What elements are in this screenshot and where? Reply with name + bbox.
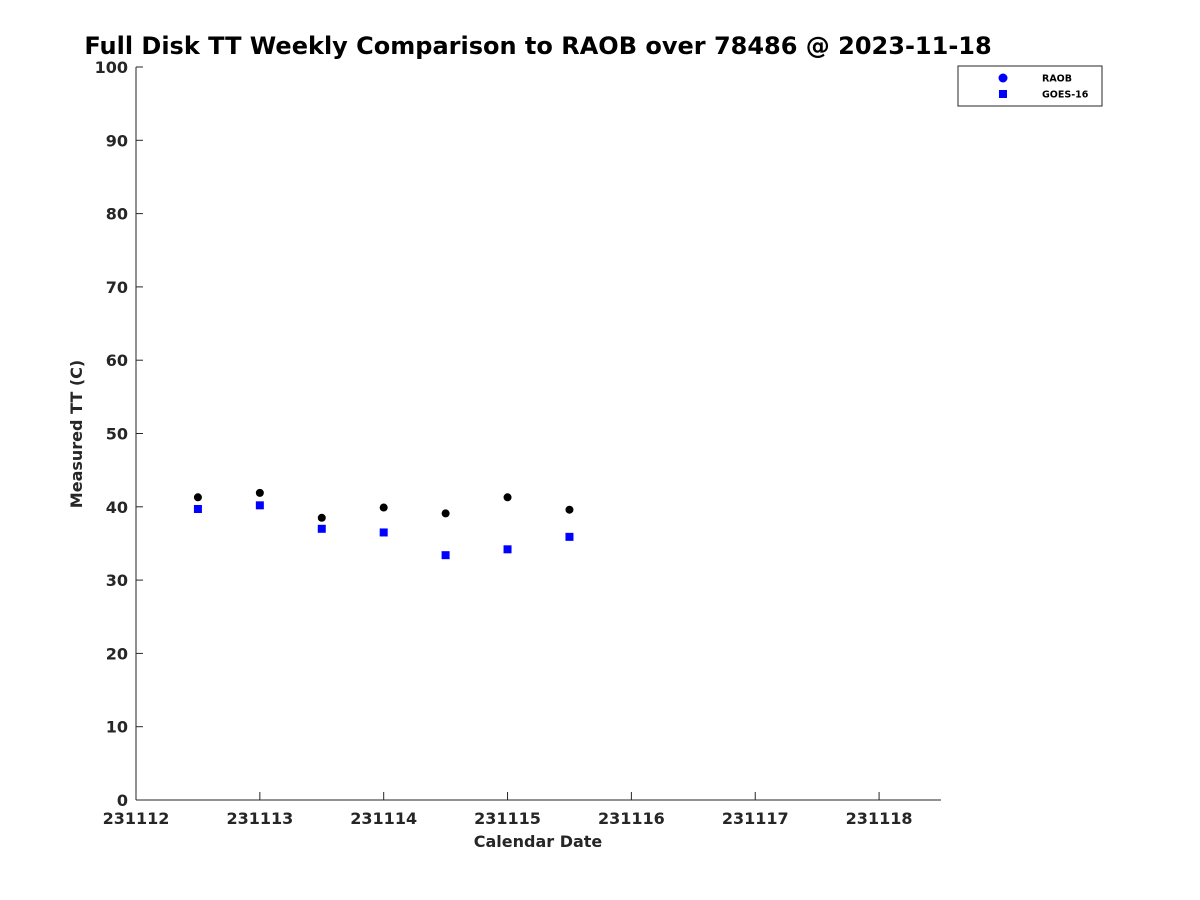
y-axis-ticks: 0 10 20 30 40 50 60 70 80 90 100 (95, 58, 143, 810)
y-tick-label: 30 (106, 571, 128, 590)
y-tick-label: 90 (106, 131, 128, 150)
x-tick-label: 231116 (598, 809, 665, 828)
x-tick-label: 231117 (722, 809, 789, 828)
legend-goes16-marker (999, 90, 1007, 98)
legend-raob-label: RAOB (1042, 74, 1072, 85)
y-tick-label: 60 (106, 351, 128, 370)
y-tick-label: 50 (106, 425, 128, 444)
goes16-point (193, 504, 202, 513)
goes16-point (379, 528, 388, 537)
y-tick-label: 40 (106, 498, 128, 517)
y-tick-label: 80 (106, 205, 128, 224)
raob-point (317, 513, 326, 522)
x-tick-label: 231113 (226, 809, 293, 828)
x-tick-label: 231114 (350, 809, 417, 828)
raob-point (503, 493, 512, 502)
legend: RAOB GOES-16 (957, 65, 1103, 107)
raob-point (255, 488, 264, 497)
y-tick-label: 100 (95, 58, 128, 77)
y-tick-label: 10 (106, 718, 128, 737)
y-axis-label: Measured TT (C) (67, 360, 86, 508)
legend-raob-marker (998, 73, 1008, 83)
y-tick-label: 20 (106, 644, 128, 663)
goes16-point (565, 532, 574, 541)
data-points (193, 488, 574, 560)
plot-area (135, 67, 941, 801)
chart-title: Full Disk TT Weekly Comparison to RAOB o… (84, 32, 991, 60)
x-axis-ticks: 231112 231113 231114 231115 231116 231117 2311… (103, 792, 913, 828)
legend-goes16-label: GOES-16 (1042, 90, 1089, 101)
x-tick-label: 231112 (103, 809, 170, 828)
x-tick-label: 231115 (474, 809, 541, 828)
legend-box (957, 65, 1103, 107)
raob-point (379, 503, 388, 512)
x-tick-label: 231118 (846, 809, 913, 828)
y-tick-label: 70 (106, 278, 128, 297)
goes16-point (317, 524, 326, 533)
raob-point (441, 509, 450, 518)
goes16-point (441, 551, 450, 560)
raob-point (193, 493, 202, 502)
y-tick-label: 0 (117, 791, 128, 810)
goes16-point (255, 501, 264, 510)
goes16-point (503, 545, 512, 554)
x-axis-label: Calendar Date (474, 832, 603, 851)
raob-point (565, 505, 574, 514)
